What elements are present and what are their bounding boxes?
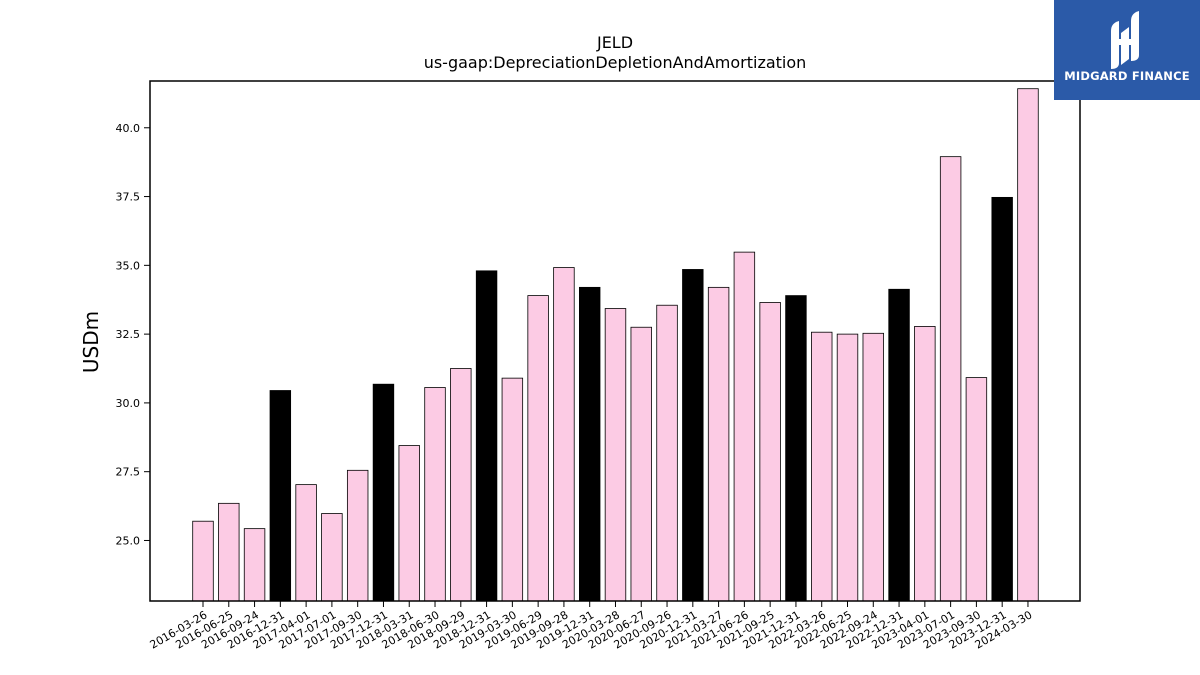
bar-2022-06-25 bbox=[836, 333, 859, 602]
bar-2017-04-01 bbox=[295, 484, 317, 602]
bar-2022-12-31 bbox=[888, 288, 910, 602]
bar-2019-12-31 bbox=[579, 286, 601, 602]
x-axis-ticks: 2016-03-262016-06-252016-09-242016-12-31… bbox=[148, 601, 1034, 652]
bar-2022-09-24 bbox=[862, 332, 884, 602]
bar-2020-09-26 bbox=[656, 304, 678, 602]
bars-group bbox=[192, 88, 1039, 602]
bar-2023-04-01 bbox=[914, 326, 936, 602]
bar-2020-03-28 bbox=[604, 308, 627, 602]
y-tick-label: 40.0 bbox=[116, 122, 141, 135]
logo-text: MIDGARD FINANCE bbox=[1064, 69, 1190, 83]
y-tick-label: 37.5 bbox=[116, 191, 141, 204]
bar-2018-03-31 bbox=[398, 445, 420, 602]
bar-2016-03-26 bbox=[192, 520, 214, 602]
y-axis-ticks: 25.0 27.5 30.0 32.5 35.0 37.5 40.0 bbox=[116, 122, 150, 547]
bar-2021-03-27 bbox=[707, 286, 730, 602]
y-tick-label: 25.0 bbox=[116, 534, 141, 547]
bar-2023-09-30 bbox=[965, 377, 988, 602]
bar-2016-06-25 bbox=[218, 502, 240, 602]
bar-2018-09-29 bbox=[450, 368, 472, 602]
bar-2021-12-31 bbox=[785, 295, 807, 602]
bar-2016-12-31 bbox=[269, 390, 292, 602]
bar-2023-12-31 bbox=[991, 196, 1013, 602]
y-tick-label: 27.5 bbox=[116, 466, 141, 479]
y-tick-label: 30.0 bbox=[116, 397, 141, 410]
bar-2018-12-31 bbox=[475, 270, 498, 602]
bar-2019-06-29 bbox=[527, 295, 549, 602]
brand-logo: MIDGARD FINANCE bbox=[1054, 0, 1200, 100]
chart-title: JELD bbox=[596, 33, 633, 52]
bar-2017-12-31 bbox=[372, 383, 395, 602]
y-axis-label: USDm bbox=[79, 311, 103, 373]
bar-2016-09-24 bbox=[243, 528, 266, 602]
bar-2017-09-30 bbox=[346, 469, 369, 602]
bar-2020-06-27 bbox=[630, 326, 652, 602]
plot-frame bbox=[149, 80, 1081, 602]
logo-mark-icon bbox=[1111, 11, 1139, 69]
bar-2020-12-31 bbox=[682, 269, 704, 602]
bar-2021-09-25 bbox=[759, 302, 781, 602]
bar-2023-07-01 bbox=[939, 156, 962, 602]
y-tick-label: 35.0 bbox=[116, 259, 141, 272]
bar-2024-03-30 bbox=[1017, 88, 1039, 602]
bar-2021-06-26 bbox=[733, 251, 756, 602]
y-tick-label: 32.5 bbox=[116, 328, 141, 341]
bar-2017-07-01 bbox=[321, 513, 343, 602]
chart-subtitle: us-gaap:DepreciationDepletionAndAmortiza… bbox=[424, 53, 807, 72]
bar-2019-09-28 bbox=[553, 267, 575, 602]
bar-2022-03-26 bbox=[811, 331, 833, 602]
bar-2018-06-30 bbox=[424, 387, 446, 602]
bar-2019-03-30 bbox=[501, 377, 524, 602]
